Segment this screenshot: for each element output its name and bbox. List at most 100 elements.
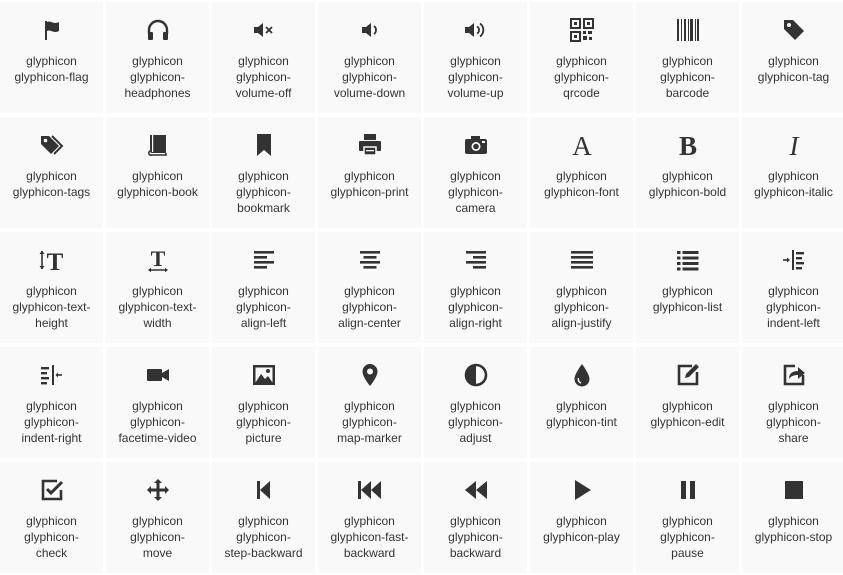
glyph-label-line: glyphicon [238, 54, 289, 68]
glyph-label-line: glyphicon- [554, 300, 609, 314]
glyph-cell: glyphicon glyphicon-map-marker [318, 347, 421, 458]
glyph-label-line: glyphicon-tags [12, 185, 91, 199]
book-icon [144, 131, 172, 159]
align-left-icon [250, 246, 278, 274]
glyph-label-line: headphones [124, 86, 191, 100]
glyph-label-line: glyphicon [768, 514, 819, 528]
glyph-label: glyphicon glyphicon-fast-backward [322, 513, 417, 561]
glyph-label: glyphicon glyphicon-facetime-video [110, 398, 205, 446]
glyph-label-line: glyphicon- [448, 530, 503, 544]
glyph-label-line: glyphicon-bold [648, 185, 727, 199]
glyph-label: glyphicon glyphicon-volume-down [322, 53, 417, 101]
glyph-cell: glyphicon glyphicon-check [0, 462, 103, 573]
glyph-label: glyphicon glyphicon-align-right [428, 283, 523, 331]
edit-icon [674, 361, 702, 389]
glyph-cell: glyphicon glyphicon-indent-left [742, 232, 843, 343]
fast-backward-icon [356, 476, 384, 504]
glyph-cell: glyphicon glyphicon-align-center [318, 232, 421, 343]
glyph-label: glyphicon glyphicon-adjust [428, 398, 523, 446]
glyph-cell: glyphicon glyphicon-tint [530, 347, 633, 458]
glyph-label-line: glyphicon- [766, 415, 821, 429]
svg-text:T: T [46, 249, 63, 273]
glyph-label-line: height [35, 316, 68, 330]
tint-icon [568, 361, 596, 389]
qrcode-icon [568, 16, 596, 44]
glyph-label-line: glyphicon [132, 169, 183, 183]
glyph-label-line: glyphicon [26, 169, 77, 183]
glyph-label: glyphicon glyphicon-barcode [640, 53, 735, 101]
picture-icon [250, 361, 278, 389]
glyph-cell: glyphicon glyphicon-volume-up [424, 2, 527, 113]
volume-off-icon [250, 16, 278, 44]
backward-icon [462, 476, 490, 504]
glyph-label-line: glyphicon- [236, 530, 291, 544]
glyph-label-line: glyphicon [132, 284, 183, 298]
glyph-label: glyphicon glyphicon-stop [746, 513, 841, 545]
glyph-label: glyphicon glyphicon-flag [4, 53, 99, 85]
move-icon [144, 476, 172, 504]
glyph-cell: glyphicon glyphicon-align-right [424, 232, 527, 343]
glyph-label-line: glyphicon [344, 399, 395, 413]
glyph-label: glyphicon glyphicon-pause [640, 513, 735, 561]
glyph-label-line: glyphicon-list [652, 300, 723, 314]
glyph-label-line: glyphicon [238, 284, 289, 298]
glyph-label: glyphicon glyphicon-step-backward [216, 513, 311, 561]
glyph-label-line: glyphicon [344, 284, 395, 298]
align-center-icon [356, 246, 384, 274]
glyph-label-line: pause [671, 546, 704, 560]
glyph-label-line: glyphicon [344, 54, 395, 68]
glyph-label-line: glyphicon [132, 514, 183, 528]
glyph-label: glyphicon glyphicon-check [4, 513, 99, 561]
glyph-label-line: glyphicon-flag [14, 70, 89, 84]
glyph-label-line: glyphicon- [342, 300, 397, 314]
glyph-label: glyphicon glyphicon-print [322, 168, 417, 200]
glyph-label-line: volume-down [333, 86, 406, 100]
glyph-label-line: adjust [459, 431, 492, 445]
glyph-label-line: glyphicon [768, 169, 819, 183]
glyph-label-line: align-left [240, 316, 287, 330]
bold-icon: B [674, 131, 702, 159]
glyph-label-line: glyphicon [26, 54, 77, 68]
glyph-label-line: glyphicon [344, 169, 395, 183]
indent-left-icon [780, 246, 808, 274]
glyph-label-line: glyphicon- [236, 300, 291, 314]
glyph-label-line: glyphicon-edit [650, 415, 725, 429]
glyph-label-line: volume-off [235, 86, 292, 100]
glyph-label-line: glyphicon- [766, 300, 821, 314]
glyph-label-line: glyphicon- [236, 415, 291, 429]
glyph-label: glyphicon glyphicon-align-justify [534, 283, 629, 331]
pause-icon [674, 476, 702, 504]
glyph-label-line: camera [455, 201, 496, 215]
glyph-label: glyphicon glyphicon-italic [746, 168, 841, 200]
glyph-label-line: move [142, 546, 173, 560]
glyph-label-line: glyphicon [238, 514, 289, 528]
glyph-label-line: glyphicon-italic [754, 185, 833, 199]
glyph-label-line: glyphicon [768, 54, 819, 68]
flag-icon [38, 16, 66, 44]
glyph-label-line: glyphicon- [660, 70, 715, 84]
tags-icon [38, 131, 66, 159]
glyph-cell: glyphicon glyphicon-adjust [424, 347, 527, 458]
glyph-label-line: glyphicon-book [117, 185, 198, 199]
glyph-label-line: glyphicon- [660, 530, 715, 544]
glyph-label-line: glyphicon-print [330, 185, 409, 199]
glyph-label-line: qrcode [563, 86, 600, 100]
text-height-icon: T [38, 246, 66, 274]
glyph-label-line: glyphicon- [130, 70, 185, 84]
align-right-icon [462, 246, 490, 274]
glyph-label-line: glyphicon-text- [118, 300, 197, 314]
glyph-cell: glyphicon glyphicon-print [318, 117, 421, 228]
glyph-label-line: glyphicon [662, 514, 713, 528]
glyph-label-line: glyphicon- [342, 70, 397, 84]
glyph-cell: glyphicon glyphicon-tags [0, 117, 103, 228]
glyph-label-line: check [35, 546, 68, 560]
glyph-cell: glyphicon glyphicon-edit [636, 347, 739, 458]
volume-up-icon [462, 16, 490, 44]
glyph-cell: glyphicon glyphicon-volume-off [212, 2, 315, 113]
glyph-label: glyphicon glyphicon-text-width [110, 283, 205, 331]
glyph-label: glyphicon glyphicon-volume-off [216, 53, 311, 101]
